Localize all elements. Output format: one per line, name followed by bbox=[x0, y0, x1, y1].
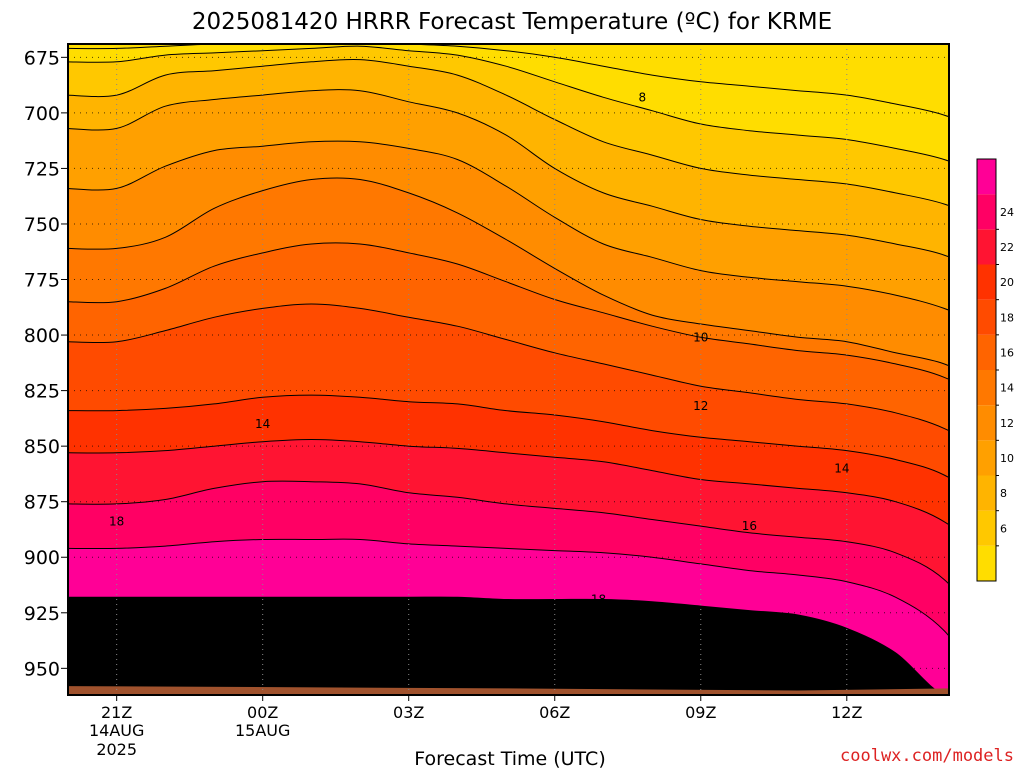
y-tick-label: 950 bbox=[24, 658, 60, 680]
y-tick-label: 775 bbox=[24, 270, 60, 292]
contour-lines bbox=[68, 44, 949, 695]
colorbar-swatch bbox=[977, 334, 996, 370]
y-tick-label: 900 bbox=[24, 547, 60, 569]
y-tick-label: 800 bbox=[24, 325, 60, 347]
chart-title: 2025081420 HRRR Forecast Temperature (ºC… bbox=[192, 9, 832, 35]
colorbar-swatch bbox=[977, 159, 996, 195]
plot-area: 8 10 12 14 14 16 18 18 bbox=[67, 43, 950, 696]
x-tick-year-label: 2025 bbox=[96, 740, 137, 759]
x-tick-label: 12Z bbox=[831, 703, 862, 722]
contour-label: 10 bbox=[693, 330, 708, 344]
contour-label: 18 bbox=[591, 592, 606, 606]
contour-line bbox=[68, 596, 946, 695]
colorbar-swatch bbox=[977, 510, 996, 546]
colorbar-label: 22 bbox=[1000, 241, 1014, 254]
contour-label: 12 bbox=[693, 399, 708, 413]
colorbar-swatch bbox=[977, 264, 996, 300]
contour-label: 14 bbox=[834, 461, 849, 475]
x-tick-label: 21Z bbox=[101, 703, 132, 722]
plot-frame bbox=[67, 43, 950, 696]
contour-line bbox=[68, 89, 949, 258]
contour-line bbox=[68, 45, 949, 162]
colorbar-swatch bbox=[977, 405, 996, 441]
colorbar-label: 14 bbox=[1000, 382, 1014, 395]
colorbar-label: 18 bbox=[1000, 311, 1014, 324]
colorbar-label: 16 bbox=[1000, 346, 1014, 359]
colorbar-label: 8 bbox=[1000, 487, 1007, 500]
colorbar-swatch bbox=[977, 545, 996, 581]
y-tick-label: 700 bbox=[24, 103, 60, 125]
y-tick-label: 925 bbox=[24, 603, 60, 625]
contour-line bbox=[68, 438, 949, 526]
contour-line bbox=[68, 242, 949, 380]
colorbar-swatch bbox=[977, 194, 996, 230]
grid bbox=[68, 44, 949, 695]
contour-line bbox=[68, 303, 949, 432]
contour-line bbox=[68, 656, 949, 695]
y-tick-label: 725 bbox=[24, 158, 60, 180]
contour-line bbox=[68, 177, 949, 367]
x-tick-label: 00Z bbox=[247, 703, 278, 722]
contour-label: 14 bbox=[255, 417, 270, 431]
contour-line bbox=[68, 538, 949, 637]
contour-label: 8 bbox=[639, 90, 647, 104]
colorbar-label: 6 bbox=[1000, 522, 1007, 535]
x-tick-date-label: 14AUG bbox=[89, 721, 144, 740]
contour-label: 16 bbox=[742, 519, 757, 533]
x-tick-label: 06Z bbox=[539, 703, 570, 722]
x-axis-label: Forecast Time (UTC) bbox=[414, 748, 605, 768]
contour-fills bbox=[68, 44, 949, 695]
colorbar-swatch bbox=[977, 440, 996, 476]
temp-band-5 bbox=[68, 44, 949, 162]
y-tick-label: 875 bbox=[24, 492, 60, 514]
y-tick-label: 850 bbox=[24, 436, 60, 458]
y-tick-label: 750 bbox=[24, 214, 60, 236]
colorbar: 6 8 10 12 14 16 18 20 22 24 bbox=[976, 158, 1014, 582]
x-tick-label: 03Z bbox=[393, 703, 424, 722]
y-axis: 675 700 725 750 775 800 825 850 875 900 925 950 bbox=[24, 47, 68, 680]
colorbar-label: 10 bbox=[1000, 452, 1014, 465]
colorbar-label: 24 bbox=[1000, 206, 1014, 219]
colorbar-label: 20 bbox=[1000, 276, 1014, 289]
terrain-strip bbox=[68, 686, 949, 695]
colorbar-swatch bbox=[977, 299, 996, 335]
x-tick-date-label: 15AUG bbox=[235, 721, 290, 740]
colorbar-swatch bbox=[977, 370, 996, 406]
contour-line bbox=[68, 394, 949, 479]
x-tick-label: 09Z bbox=[685, 703, 716, 722]
colorbar-swatch bbox=[977, 229, 996, 265]
contour-line bbox=[68, 140, 949, 311]
watermark-text: coolwx.com/models bbox=[840, 746, 1014, 766]
y-tick-label: 825 bbox=[24, 381, 60, 403]
contour-line bbox=[68, 58, 949, 207]
contour-label: 18 bbox=[109, 515, 124, 529]
colorbar-label: 12 bbox=[1000, 417, 1014, 430]
contour-line bbox=[68, 480, 949, 585]
colorbar-swatch bbox=[977, 475, 996, 511]
y-tick-label: 675 bbox=[24, 47, 60, 69]
